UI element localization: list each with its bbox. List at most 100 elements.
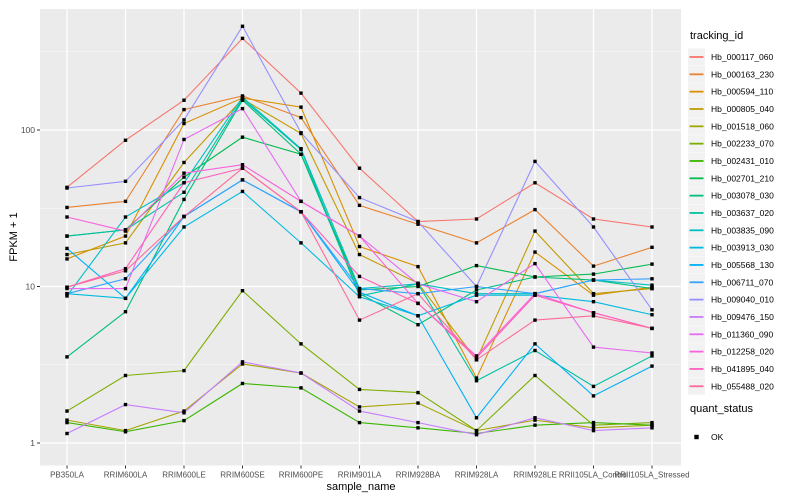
data-point [591,272,596,276]
data-point [591,394,596,398]
legend-label-Hb_002701_210: Hb_002701_210 [711,173,774,183]
data-point [533,293,537,297]
data-point [650,286,654,291]
data-point [123,234,128,238]
data-point [416,426,420,430]
data-point [123,269,128,273]
data-point [182,214,186,219]
data-point [650,308,654,312]
data-point [240,360,245,364]
data-point [650,354,654,358]
data-point [650,225,654,229]
data-point [299,210,303,214]
data-point [650,326,654,331]
data-point [650,351,654,355]
data-point [65,291,69,296]
data-point [416,401,420,405]
data-point [591,264,596,268]
data-point [182,197,186,202]
data-point [123,373,128,378]
data-point [357,409,362,413]
data-point [533,261,537,266]
data-point [357,274,362,279]
data-point [182,118,186,122]
data-point [299,152,303,156]
data-point [650,277,654,281]
data-point [650,426,654,430]
data-point [182,368,186,373]
x-tick-label: RRIM928LE [513,471,557,480]
data-point [357,290,362,294]
data-point [65,294,69,298]
x-tick-label: RRIM600LE [162,471,206,480]
data-point [416,291,420,296]
data-point [299,241,303,245]
data-point [299,199,303,204]
legend-label-Hb_003637_020: Hb_003637_020 [711,208,774,218]
data-point [123,229,128,233]
y-tick-label: 10 [26,282,36,292]
data-point [357,252,362,257]
data-point [240,106,245,111]
data-point [533,159,537,164]
x-tick-label: RRIM928BA [396,471,441,480]
data-point [533,275,537,279]
data-point [123,296,128,301]
x-tick-label: RRIM600SE [220,471,264,480]
data-point [182,137,186,142]
data-point [182,181,186,185]
data-point [591,428,596,433]
data-point [65,420,69,425]
data-point [65,409,69,413]
data-point [591,426,596,430]
data-point [357,295,362,299]
data-point [357,203,362,208]
legend-label-Hb_011360_090: Hb_011360_090 [711,329,774,339]
data-point [123,430,128,434]
data-point [357,420,362,425]
data-point [65,355,69,359]
x-tick-label: PB350LA [50,471,84,480]
legend-label-Hb_041895_040: Hb_041895_040 [711,364,774,374]
data-point [65,215,69,219]
data-point [299,115,303,120]
data-point [123,402,128,407]
data-point [650,313,654,317]
data-point [357,318,362,322]
x-tick-label: RRII105LA_Control [559,471,629,480]
data-point [533,181,537,185]
data-point [357,234,362,238]
data-point [123,277,128,281]
data-point [182,160,186,165]
data-point [416,284,420,289]
data-point [533,229,537,233]
data-point [240,381,245,386]
data-point [123,138,128,142]
legend-label-Hb_000117_060: Hb_000117_060 [711,52,774,62]
legend-label-Hb_002233_070: Hb_002233_070 [711,139,774,149]
data-point [591,384,596,389]
data-point [240,135,245,139]
data-point [65,285,69,289]
data-point [474,217,479,221]
legend-key-point [694,434,699,440]
data-point [533,418,537,422]
data-point [240,289,245,293]
data-point [123,266,128,271]
legend-label-Hb_005568_130: Hb_005568_130 [711,260,774,270]
legend-title-quant-status: quant_status [690,403,753,415]
y-tick-label: 1 [30,438,35,448]
data-point [299,386,303,390]
x-tick-label: RRIM600LA [104,471,148,480]
data-point [474,428,479,433]
data-point [533,207,537,212]
data-point [357,286,362,291]
data-point [240,178,245,182]
legend-label-Hb_009476_150: Hb_009476_150 [711,312,774,322]
legend-label-Hb_003835_090: Hb_003835_090 [711,225,774,235]
data-point [240,36,245,41]
data-point [533,250,537,254]
data-point [591,420,596,425]
legend-label-Hb_006711_070: Hb_006711_070 [711,277,774,287]
